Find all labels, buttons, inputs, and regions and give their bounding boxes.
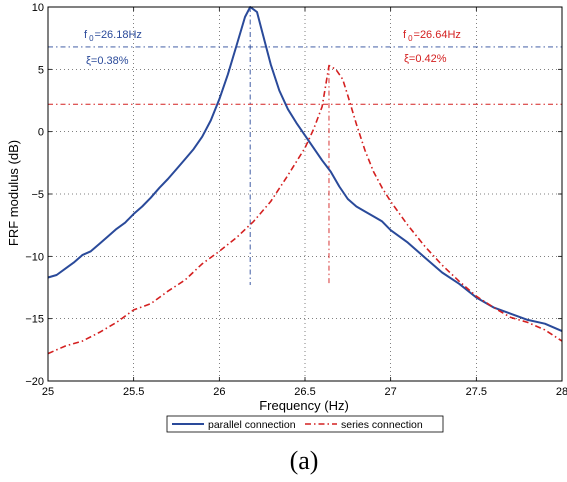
data-series: [47, 6, 563, 355]
legend: parallel connection series connection: [166, 415, 444, 433]
x-tick-label: 27: [385, 386, 397, 398]
y-tick-label: 0: [38, 127, 44, 139]
x-tick-label: 25: [42, 386, 54, 398]
figure-caption: (a): [290, 446, 319, 475]
annotation-series-damping: ξ=0.42%: [404, 53, 447, 65]
x-tick-label: 26: [213, 386, 225, 398]
y-tick-labels: −20 −15 −10 −5 0 5 10: [25, 2, 44, 388]
axis-ticks: [47, 6, 563, 382]
y-tick-label: 10: [32, 2, 44, 14]
y-axis-label: FRF modulus (dB): [6, 140, 21, 246]
x-tick-label: 25.5: [123, 386, 144, 398]
legend-label-parallel: parallel connection: [208, 419, 296, 431]
annotation-parallel-frequency: f 0=26.18Hz: [84, 29, 142, 43]
y-tick-label: −5: [31, 189, 44, 201]
annotation-parallel-damping: ξ=0.38%: [86, 55, 129, 67]
annotation-parallel: f 0=26.18Hz ξ=0.38%: [84, 29, 142, 67]
x-axis-label: Frequency (Hz): [259, 398, 349, 413]
y-tick-label: 5: [38, 64, 44, 76]
grid-lines: [48, 7, 562, 381]
series-line-series: [47, 64, 563, 355]
x-tick-label: 27.5: [466, 386, 487, 398]
x-tick-label: 28: [556, 386, 567, 398]
x-tick-label: 26.5: [294, 386, 315, 398]
annotation-series-frequency: f 0=26.64Hz: [403, 29, 461, 43]
annotation-series: f 0=26.64Hz ξ=0.42%: [403, 29, 461, 65]
y-tick-label: −20: [25, 376, 44, 388]
x-tick-labels: 25 25.5 26 26.5 27 27.5 28: [42, 386, 567, 398]
reference-lines: [48, 7, 562, 286]
y-tick-label: −10: [25, 251, 44, 263]
legend-label-series: series connection: [341, 419, 423, 431]
y-tick-label: −15: [25, 314, 44, 326]
series-line-parallel: [47, 6, 563, 333]
